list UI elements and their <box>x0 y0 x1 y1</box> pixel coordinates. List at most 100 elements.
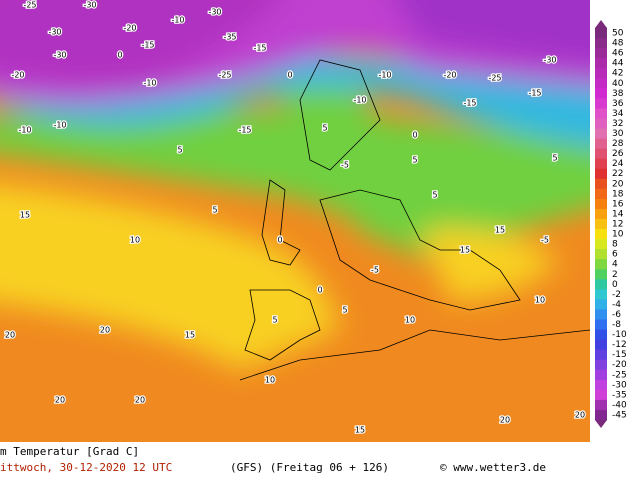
map-value-label: 15 <box>495 226 505 235</box>
colorbar-label: 18 <box>612 189 624 199</box>
colorbar-swatch <box>595 369 607 381</box>
map-value-label: 0 <box>117 51 122 60</box>
map-value-label: 5 <box>212 206 217 215</box>
map-value-label: -20 <box>443 71 456 80</box>
colorbar-label: 16 <box>612 199 624 209</box>
map-value-label: 20 <box>5 331 15 340</box>
colorbar-swatch <box>595 148 607 160</box>
colorbar-swatch <box>595 279 607 290</box>
colorbar-label: -45 <box>612 410 627 420</box>
colorbar-swatch <box>595 329 607 341</box>
colorbar-label: -2 <box>612 290 621 300</box>
map-value-label: -10 <box>143 79 156 88</box>
colorbar-label: 30 <box>612 129 624 139</box>
map-value-label: 10 <box>405 316 415 325</box>
colorbar-label: 8 <box>612 240 618 250</box>
colorbar-swatch <box>595 198 607 210</box>
colorbar-swatch <box>595 28 607 39</box>
colorbar-label: -25 <box>612 370 627 380</box>
map-value-label: 15 <box>460 246 470 255</box>
model-run: (GFS) (Freitag 06 + 126) <box>230 461 389 474</box>
map-value-label: -25 <box>23 1 36 10</box>
colorbar-swatch <box>595 168 607 180</box>
colorbar-label: 46 <box>612 49 624 59</box>
colorbar-swatch <box>595 259 607 270</box>
map-value-label: -30 <box>83 1 96 10</box>
colorbar-swatch <box>595 239 607 250</box>
colorbar-label: 10 <box>612 230 624 240</box>
map-value-label: -5 <box>371 266 379 275</box>
colorbar-swatch <box>595 409 607 421</box>
colorbar-label: -4 <box>612 300 621 310</box>
colorbar-swatch <box>595 389 607 401</box>
map-value-label: -10 <box>53 121 66 130</box>
colorbar-swatch <box>595 188 607 200</box>
map-value-label: 20 <box>500 416 510 425</box>
map-value-label: -20 <box>11 71 24 80</box>
map-value-label: 5 <box>322 124 327 133</box>
colorbar-label: 34 <box>612 109 624 119</box>
colorbar-swatch <box>595 319 607 331</box>
colorbar-swatch <box>595 158 607 170</box>
colorbar-swatch <box>595 339 607 351</box>
colorbar-swatch <box>595 88 607 99</box>
colorbar-label: 36 <box>612 99 624 109</box>
map-value-label: 20 <box>575 411 585 420</box>
colorbar-label: 32 <box>612 119 623 129</box>
colorbar-label: 6 <box>612 250 618 260</box>
colorbar-label: 2 <box>612 270 618 280</box>
map-value-label: 20 <box>100 326 110 335</box>
colorbar-swatch <box>595 48 607 59</box>
colorbar-swatch <box>595 58 607 69</box>
map-value-label: -5 <box>341 161 349 170</box>
colorbar-label: 4 <box>612 260 618 270</box>
colorbar-swatch <box>595 309 607 320</box>
colorbar-label: -12 <box>612 340 627 350</box>
colorbar-swatch <box>595 78 607 89</box>
valid-date: ittwoch, 30-12-2020 12 UTC <box>0 461 172 474</box>
colorbar-label: -40 <box>612 400 627 410</box>
map-value-label: -15 <box>238 126 251 135</box>
colorbar-label: -30 <box>612 380 627 390</box>
map-value-label: 0 <box>277 236 282 245</box>
colorbar-swatch <box>595 68 607 79</box>
map-value-label: -10 <box>378 71 391 80</box>
colorbar-swatch <box>595 249 607 260</box>
colorbar-label: -15 <box>612 350 627 360</box>
colorbar-swatch <box>595 289 607 300</box>
credit: © www.wetter3.de <box>440 461 546 474</box>
map-value-label: -30 <box>208 8 221 17</box>
temperature-field <box>0 0 590 442</box>
map-value-label: 5 <box>272 316 277 325</box>
colorbar-label: 14 <box>612 209 624 219</box>
colorbar-label: 12 <box>612 220 623 230</box>
map-value-label: -15 <box>528 89 541 98</box>
map-value-label: -30 <box>543 56 556 65</box>
map-value-label: -15 <box>253 44 266 53</box>
colorbar-swatch <box>595 138 607 150</box>
map-value-label: 10 <box>130 236 140 245</box>
map-value-label: -25 <box>218 71 231 80</box>
map-value-label: 10 <box>535 296 545 305</box>
colorbar-swatch <box>595 269 607 280</box>
colorbar-label: 20 <box>612 179 624 189</box>
map-value-label: -30 <box>53 51 66 60</box>
map-value-label: -15 <box>463 99 476 108</box>
colorbar-label: 48 <box>612 39 624 49</box>
map-value-label: 15 <box>185 331 195 340</box>
colorbar-label: -20 <box>612 360 627 370</box>
colorbar-swatch <box>595 128 607 140</box>
colorbar-swatch <box>595 98 607 109</box>
colorbar-label: 26 <box>612 149 624 159</box>
map-value-label: 20 <box>55 396 65 405</box>
colorbar-swatch <box>595 38 607 49</box>
map-value-label: -10 <box>353 96 366 105</box>
colorbar-label: 50 <box>612 29 624 39</box>
map-value-label: 0 <box>412 131 417 140</box>
colorbar-swatch <box>595 399 607 411</box>
map-value-label: 5 <box>552 154 557 163</box>
map-value-label: -15 <box>141 41 154 50</box>
colorbar-label: 38 <box>612 89 624 99</box>
map-value-label: 5 <box>432 191 437 200</box>
